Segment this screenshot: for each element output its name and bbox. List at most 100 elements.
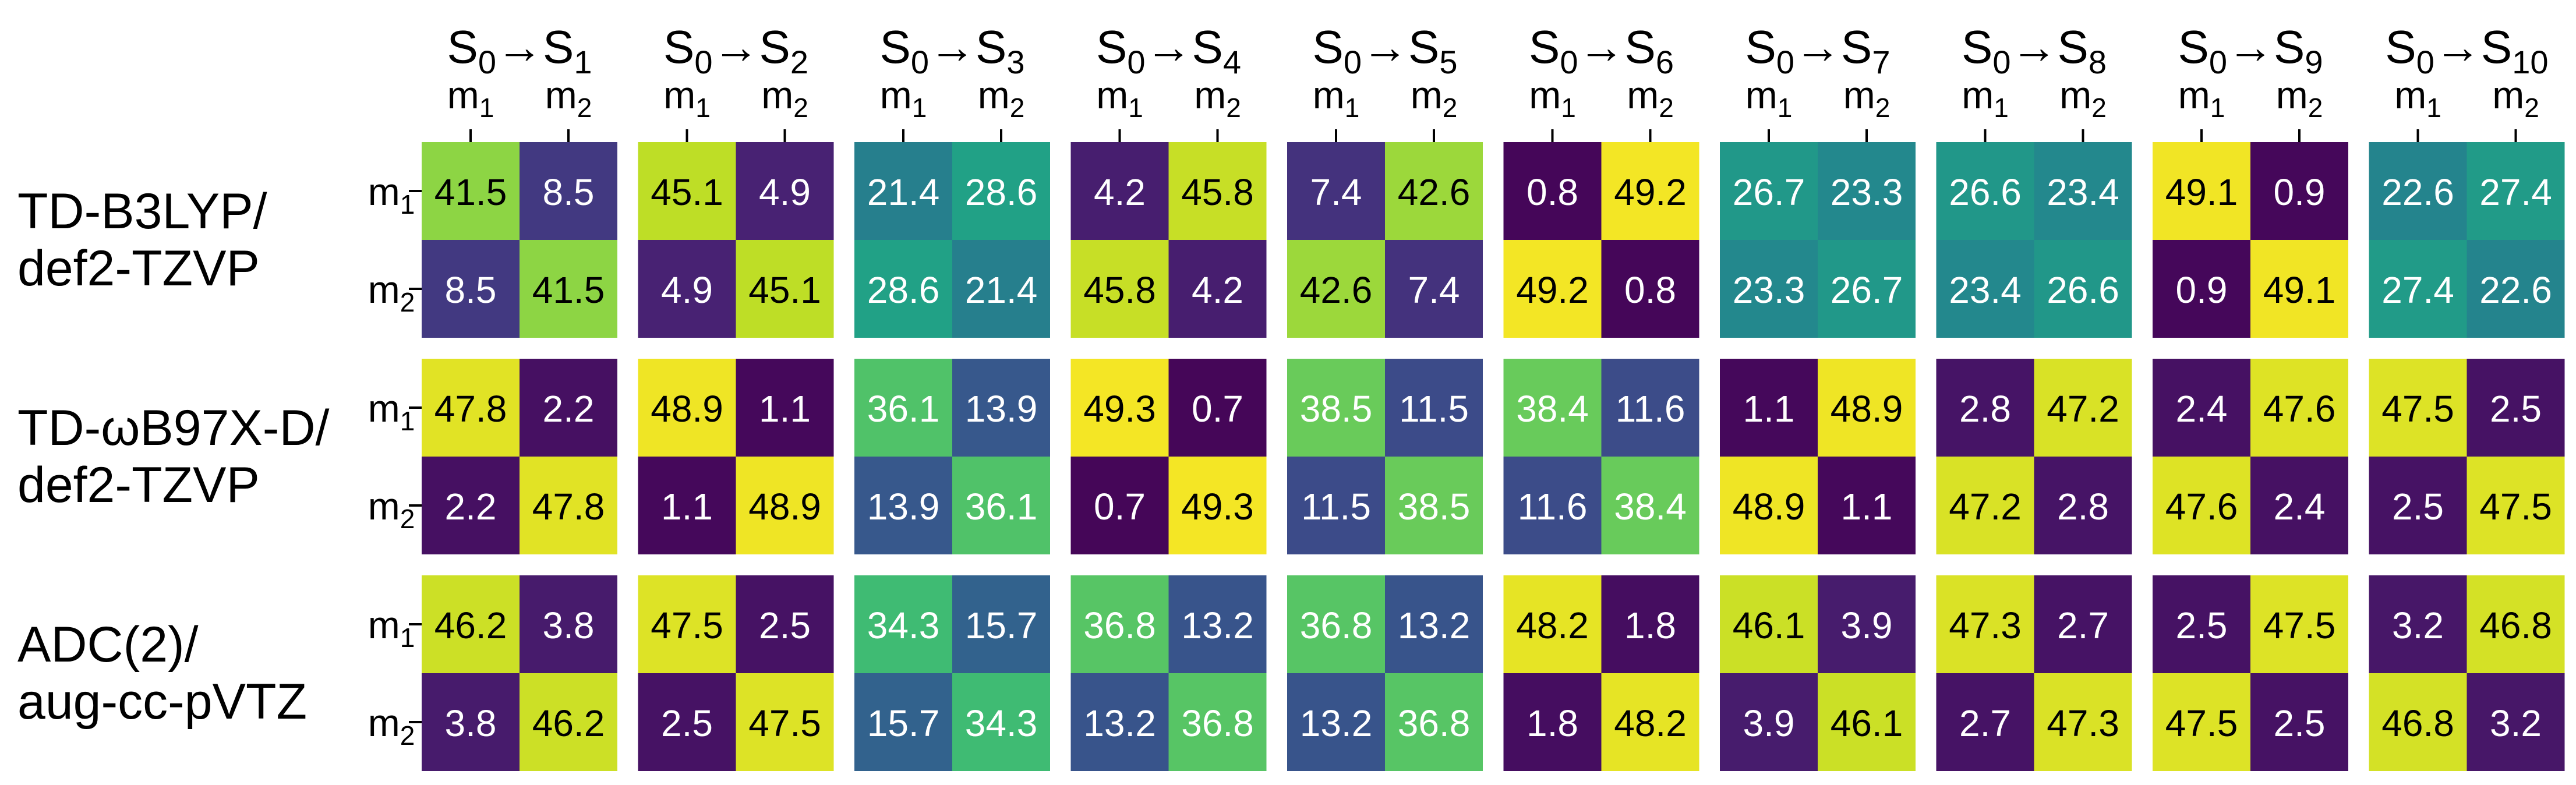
row-label-line: TD-ωB97X-D/ [17, 400, 330, 456]
cell-value-label: 47.2 [1949, 486, 2022, 528]
column-title-from-subscript: 0 [1560, 44, 1578, 80]
heatmap-cell [638, 142, 736, 240]
heatmap-cell [2369, 457, 2467, 554]
column-title-arrow: →S [2227, 21, 2305, 73]
row-label-line: ADC(2)/ [17, 617, 199, 673]
heatmap-cell [1168, 240, 1267, 338]
heatmap-cell [2467, 457, 2565, 554]
column-title-from-subscript: 0 [694, 44, 712, 80]
heatmap-cell [2467, 359, 2565, 457]
row-label-line: aug-cc-pVTZ [17, 674, 308, 730]
column-title-to-subscript: 10 [2512, 44, 2548, 80]
cell-value-label: 1.8 [1526, 702, 1578, 744]
column-title: S0→S6 [1529, 21, 1674, 80]
cell-value-label: 27.4 [2479, 171, 2552, 213]
heatmap-cell [1818, 142, 1916, 240]
x-tick-label-subscript: 1 [1128, 93, 1143, 123]
heatmap-cell [520, 359, 617, 457]
heatmap-cell [1601, 142, 1699, 240]
heatmap-cell [2153, 359, 2250, 457]
cell-value-label: 2.7 [2057, 604, 2109, 646]
column-title: S0→S3 [879, 21, 1024, 80]
heatmap-cell [2153, 575, 2250, 673]
heatmap-cell [2467, 142, 2565, 240]
heatmap-cell [736, 575, 834, 673]
column-title-to-subscript: 3 [1006, 44, 1024, 80]
cell-value-label: 2.4 [2274, 486, 2326, 528]
heatmap-cell [2369, 575, 2467, 673]
heatmap-cell [2250, 240, 2348, 338]
x-tick-label-base: m [1962, 73, 1994, 116]
heatmap-cell [1168, 142, 1267, 240]
heatmap-cell [1168, 673, 1267, 771]
cell-value-label: 45.1 [748, 269, 821, 311]
heatmap-cell [1287, 673, 1385, 771]
x-tick-label-subscript: 1 [479, 93, 494, 123]
column-title-s: S [1096, 21, 1127, 73]
x-tick-label-base: m [761, 73, 793, 116]
x-tick-label-base: m [1313, 73, 1345, 116]
heatmap-cell [952, 575, 1050, 673]
column-title-to-subscript: 4 [1223, 44, 1241, 80]
heatmap-cell [1720, 240, 1818, 338]
x-tick-label-subscript: 2 [1010, 93, 1025, 123]
cell-value-label: 38.4 [1614, 486, 1687, 528]
x-tick-label: m1 [2178, 73, 2225, 123]
column-title-to-subscript: 9 [2305, 44, 2323, 80]
heatmap-cell [422, 575, 520, 673]
heatmap-cell [952, 673, 1050, 771]
column-title-from-subscript: 0 [478, 44, 496, 80]
cell-value-label: 47.5 [2381, 388, 2454, 430]
cell-value-label: 13.2 [1300, 702, 1373, 744]
heatmap-cell [638, 575, 736, 673]
heatmap-cell [1601, 457, 1699, 554]
x-tick-label: m1 [1096, 73, 1143, 123]
heatmap-cell [1070, 673, 1169, 771]
heatmap-cell [1936, 673, 2034, 771]
row-label-line: def2-TZVP [17, 457, 260, 513]
cell-value-label: 11.6 [1616, 388, 1685, 430]
heatmap-cell [1503, 359, 1602, 457]
heatmap-cell [1503, 142, 1602, 240]
heatmap-cell [638, 240, 736, 338]
heatmap-cell [638, 457, 736, 554]
heatmap-cell [1287, 359, 1385, 457]
x-tick-label: m2 [1843, 73, 1891, 123]
heatmap-cell [1503, 457, 1602, 554]
cell-value-label: 26.6 [2047, 269, 2119, 311]
x-tick-label: m1 [1962, 73, 2009, 123]
cell-value-label: 26.7 [1733, 171, 1805, 213]
cell-value-label: 49.1 [2263, 269, 2336, 311]
cell-value-label: 36.8 [1398, 702, 1471, 744]
x-tick-label-subscript: 1 [912, 93, 927, 123]
x-tick-label: m1 [447, 73, 494, 123]
heatmap-cell [2467, 575, 2565, 673]
heatmap-cell [2034, 240, 2132, 338]
x-tick-label-base: m [880, 73, 912, 116]
cell-value-label: 1.1 [759, 388, 811, 430]
cell-value-label: 2.5 [2176, 604, 2228, 646]
heatmap-cell [422, 673, 520, 771]
x-tick-label-base: m [447, 73, 479, 116]
cell-value-label: 46.1 [1831, 702, 1903, 744]
heatmap-cell [422, 359, 520, 457]
heatmap-cell [1287, 240, 1385, 338]
heatmap-cell [1385, 142, 1483, 240]
heatmap-cell [1936, 575, 2034, 673]
cell-value-label: 47.5 [2479, 486, 2552, 528]
cell-value-label: 3.8 [543, 604, 595, 646]
cell-value-label: 7.4 [1310, 171, 1362, 213]
cell-value-label: 47.6 [2165, 486, 2238, 528]
cell-value-label: 2.2 [543, 388, 595, 430]
x-tick-label-subscript: 2 [793, 93, 808, 123]
cell-value-label: 36.8 [1181, 702, 1254, 744]
heatmap-cell [736, 142, 834, 240]
heatmap-cell [2467, 673, 2565, 771]
row-label-td-wb97x-d: TD-ωB97X-D/ def2-TZVP [17, 399, 329, 514]
cell-value-label: 4.9 [661, 269, 713, 311]
x-tick-label: m2 [545, 73, 592, 123]
heatmap-cell [1818, 240, 1916, 338]
column-title-arrow: →S [496, 21, 574, 73]
cell-value-label: 0.8 [1624, 269, 1676, 311]
